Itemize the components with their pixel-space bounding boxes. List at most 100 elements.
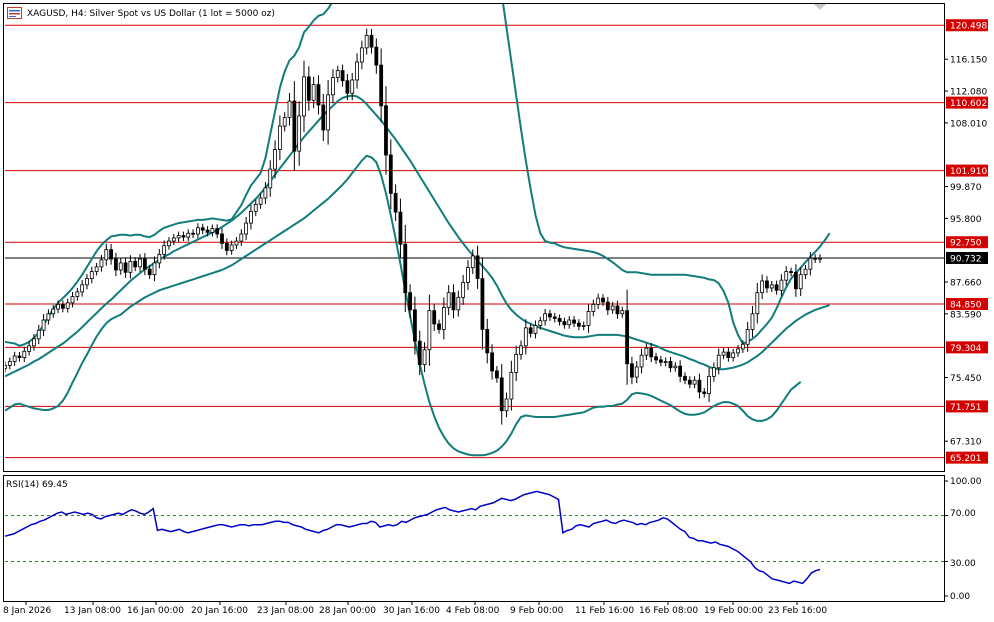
candle-body	[789, 271, 793, 273]
candle	[60, 300, 65, 313]
candle	[712, 362, 716, 382]
candle-body	[27, 345, 32, 352]
candle-body	[32, 338, 36, 347]
candle-body	[118, 262, 123, 271]
candle-body	[548, 313, 552, 318]
bollinger-lower-band	[5, 154, 802, 457]
candle	[813, 254, 818, 264]
candle	[32, 333, 36, 351]
candle-body	[461, 282, 466, 298]
candle-body	[519, 345, 523, 355]
price-tick-label: 75.450	[950, 374, 982, 384]
candle	[80, 280, 85, 297]
candle	[784, 266, 789, 286]
candle-body	[138, 258, 142, 268]
level-price-label: 92.750	[950, 239, 982, 249]
candle-body	[605, 301, 610, 311]
candle-body	[220, 233, 224, 244]
candle-body	[731, 352, 736, 358]
candle	[176, 231, 181, 242]
candle-body	[470, 255, 475, 269]
candle-body	[543, 313, 548, 322]
level-price-label: 101.910	[950, 167, 987, 177]
candle	[707, 367, 711, 402]
candle	[432, 303, 437, 331]
time-tick-label: 11 Feb 16:00	[575, 606, 634, 616]
candle	[157, 248, 162, 269]
candle-body	[224, 242, 229, 251]
candle-body	[359, 47, 364, 63]
candle-body	[292, 100, 297, 152]
candle	[403, 224, 408, 312]
candle	[17, 352, 22, 362]
candle	[191, 229, 195, 238]
candle	[615, 300, 620, 319]
candle	[345, 74, 350, 100]
candle-body	[46, 313, 51, 321]
price-tick-label: 95.800	[950, 215, 982, 225]
candle-body	[658, 359, 663, 363]
candle-body	[181, 235, 186, 238]
candle	[562, 317, 567, 329]
candle	[152, 256, 157, 282]
candle-body	[678, 365, 683, 377]
candle-body	[630, 363, 634, 378]
candle-body	[562, 321, 567, 326]
level-price-tag	[946, 236, 988, 249]
candle-body	[803, 268, 808, 276]
candle-body	[104, 249, 109, 261]
candle-body	[114, 258, 118, 271]
candle	[499, 364, 504, 425]
candle	[557, 314, 562, 326]
candle	[765, 276, 769, 293]
candle-body	[239, 233, 244, 242]
candle-body	[702, 391, 707, 394]
time-tick-label: 13 Jan 08:00	[64, 606, 121, 616]
candle-body	[716, 354, 721, 369]
candle-body	[740, 343, 745, 350]
time-tick-label: 20 Jan 16:00	[191, 606, 248, 616]
candle-body	[615, 305, 620, 315]
candle	[181, 231, 186, 242]
candle	[755, 282, 760, 324]
candle	[249, 204, 253, 230]
candle-body	[215, 228, 220, 235]
candle-body	[432, 310, 437, 325]
candle	[548, 309, 552, 321]
candle-body	[818, 257, 822, 260]
candle-body	[755, 292, 760, 315]
candle	[552, 312, 557, 323]
candle-body	[297, 115, 302, 152]
candle	[480, 258, 485, 350]
candle	[731, 348, 736, 362]
candle-body	[403, 243, 408, 294]
candle-body	[393, 192, 398, 213]
candle-body	[596, 297, 601, 305]
candle-body	[56, 303, 60, 310]
candle	[379, 48, 384, 123]
rsi-tick-0: 0.00	[950, 592, 970, 602]
candle	[591, 299, 596, 317]
candle	[605, 296, 610, 315]
candle	[470, 249, 475, 275]
scroll-marker-icon[interactable]	[814, 4, 826, 10]
candle	[803, 264, 808, 279]
chart-window-icon[interactable]	[7, 7, 22, 19]
candle	[374, 38, 379, 74]
candle-body	[601, 297, 605, 303]
candle-body	[109, 249, 113, 260]
candle	[195, 223, 200, 239]
candle-body	[514, 354, 519, 373]
candle-body	[147, 268, 152, 276]
candle-body	[649, 347, 654, 358]
candle-body	[205, 229, 210, 233]
level-price-tag	[946, 400, 988, 413]
level-price-tag	[946, 96, 988, 109]
candle	[94, 262, 99, 276]
candle	[287, 92, 292, 126]
rsi-tick-30: 30.00	[950, 559, 976, 569]
candle	[678, 360, 683, 383]
candle	[528, 323, 533, 338]
candle	[128, 255, 133, 279]
